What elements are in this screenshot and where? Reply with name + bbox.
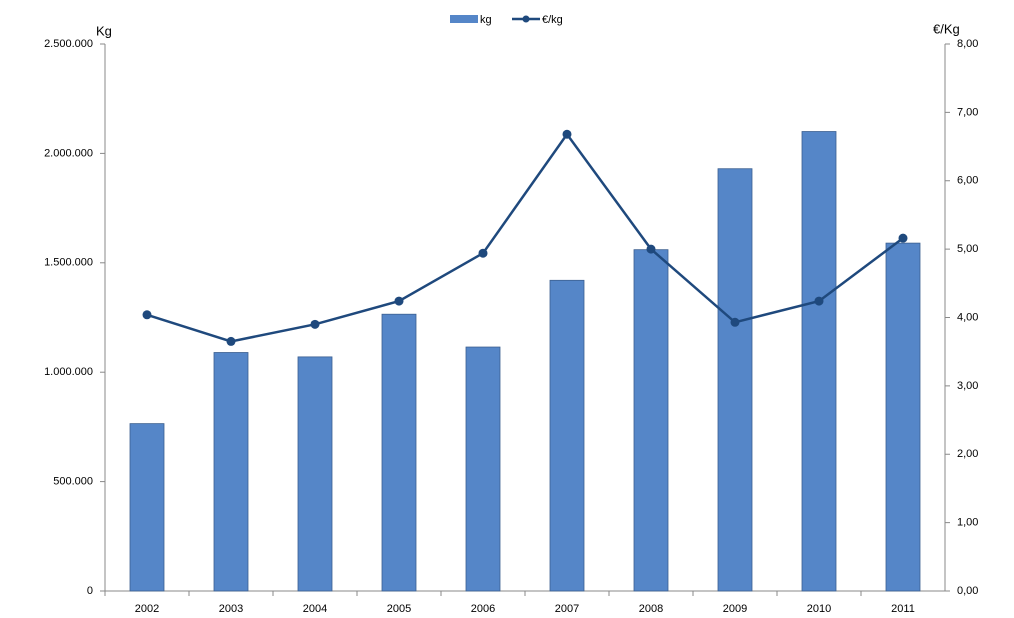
x-tick-label: 2010 [807, 603, 831, 615]
bar [633, 249, 669, 592]
y2-tick-label: 4,00 [957, 311, 978, 323]
y2-tick-label: 3,00 [957, 380, 978, 392]
y-tick-label: 2.500.000 [44, 38, 93, 50]
line-point [478, 248, 488, 258]
x-tick-label: 2009 [723, 603, 747, 615]
x-tick-label: 2008 [639, 603, 663, 615]
bar [213, 352, 249, 592]
y-tick-label: 2.000.000 [44, 147, 93, 159]
y-tick-label: 1.500.000 [44, 257, 93, 269]
bar [129, 423, 165, 592]
bar [717, 168, 753, 592]
y2-tick-label: 5,00 [957, 243, 978, 255]
bar [885, 242, 921, 592]
x-tick-label: 2002 [135, 603, 159, 615]
bar [801, 131, 837, 592]
y2-tick-label: 0,00 [957, 585, 978, 597]
y-axis-title: Kg [96, 23, 112, 38]
y2-tick-label: 6,00 [957, 175, 978, 187]
bar [297, 356, 333, 592]
y2-axis-title: €/Kg [933, 21, 960, 36]
x-tick-label: 2004 [303, 603, 327, 615]
line-point [646, 244, 656, 254]
x-tick-label: 2005 [387, 603, 411, 615]
x-tick-label: 2006 [471, 603, 495, 615]
bar [549, 279, 585, 592]
line [146, 132, 904, 343]
legend-label: kg [480, 14, 492, 26]
bar [465, 346, 501, 592]
line-point [562, 129, 572, 139]
line-point [226, 336, 236, 346]
y-tick-label: 0 [87, 585, 93, 597]
y-tick-label: 500.000 [53, 476, 93, 488]
line-point [394, 296, 404, 306]
legend-swatch [450, 15, 478, 23]
y-tick-label: 1.000.000 [44, 366, 93, 378]
y2-tick-label: 1,00 [957, 517, 978, 529]
line-point [730, 317, 740, 327]
x-tick-label: 2011 [891, 603, 915, 615]
y2-tick-label: 2,00 [957, 448, 978, 460]
legend-swatch [522, 15, 530, 23]
y2-tick-label: 7,00 [957, 106, 978, 118]
y2-tick-label: 8,00 [957, 38, 978, 50]
x-tick-label: 2007 [555, 603, 579, 615]
line-point [898, 233, 908, 243]
x-tick-label: 2003 [219, 603, 243, 615]
legend-label: €/kg [542, 14, 563, 26]
line-point [814, 296, 824, 306]
line-point [310, 319, 320, 329]
bar [381, 313, 417, 592]
line-point [142, 310, 152, 320]
